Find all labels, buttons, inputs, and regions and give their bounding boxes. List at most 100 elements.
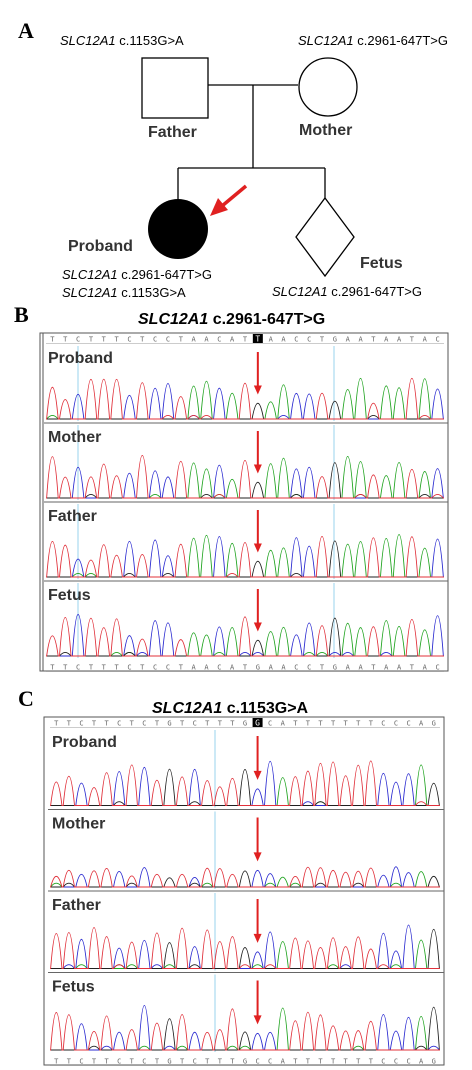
panel-c-base: A: [281, 1058, 286, 1066]
panel-c-base: T: [155, 1058, 160, 1066]
panel-b-base: A: [281, 336, 286, 344]
panel-a-letter: A: [18, 18, 34, 43]
panel-b-base: C: [153, 664, 157, 672]
panel-b-base: T: [410, 664, 415, 672]
panel-c-base: T: [67, 1058, 72, 1066]
panel-b-mutation-arrow-head: [253, 543, 262, 553]
panel-c-base: T: [344, 720, 349, 728]
panel-b-base: C: [166, 336, 170, 344]
panel-b-base: C: [217, 336, 221, 344]
panel-b-letter: B: [14, 302, 29, 327]
fetus-diamond: [295, 196, 355, 278]
panel-c-base: C: [394, 1058, 398, 1066]
panel-c-base: G: [432, 720, 436, 728]
panel-c-base: T: [180, 1058, 185, 1066]
panel-c-base: G: [167, 1058, 171, 1066]
panel-b-base: C: [307, 664, 311, 672]
panel-c-base: T: [218, 720, 223, 728]
proband-genotype-1: SLC12A1 c.2961-647T>G: [62, 267, 212, 282]
panel-c-base: T: [369, 720, 374, 728]
panel-b-base: C: [127, 664, 131, 672]
panel-c-base: A: [281, 720, 286, 728]
father-label: Father: [148, 124, 197, 141]
fetus-label: Fetus: [360, 255, 403, 272]
panel-b-base: A: [384, 664, 389, 672]
panel-c-base: G: [167, 720, 171, 728]
panel-b-base: A: [269, 336, 274, 344]
proband-arrow-shaft: [220, 184, 248, 208]
panel-b-highlight-box: [252, 334, 263, 343]
father-variant: c.1153G>A: [116, 33, 184, 48]
proband-label: Proband: [68, 238, 133, 255]
panel-c-trace-T: [50, 760, 440, 806]
father-gene: SLC12A1: [60, 33, 116, 48]
panel-b-base: A: [346, 336, 351, 344]
panel-b-track-father: Father: [44, 501, 448, 579]
panel-c-base: C: [406, 1058, 410, 1066]
fetus-variant: c.2961-647T>G: [328, 284, 422, 299]
panel-b-mutation-arrow-head: [253, 622, 262, 632]
panel-c-base: C: [79, 720, 83, 728]
panel-c-track-father: Father: [48, 890, 444, 971]
panel-b-base: T: [50, 336, 55, 344]
panel-b-base: G: [256, 664, 260, 672]
mother-variant: c.2961-647T>G: [354, 33, 448, 48]
panel-b-base: A: [230, 664, 235, 672]
panel-c-base: T: [344, 1058, 349, 1066]
panel-b-base: T: [63, 664, 68, 672]
panel-c-base: C: [406, 720, 410, 728]
panel-b-mutation-arrow-head: [253, 464, 262, 474]
panel-c-base: T: [356, 1058, 361, 1066]
panel-c-highlight-box: [252, 718, 263, 727]
panel-b-base: A: [192, 336, 197, 344]
panel-b-base: T: [63, 336, 68, 344]
mother-genotype: SLC12A1 c.2961-647T>G: [298, 33, 448, 48]
panel-c-base: T: [54, 720, 59, 728]
panel-b-base: A: [358, 664, 363, 672]
panel-b-base: A: [423, 336, 428, 344]
panel-c-base: T: [67, 720, 72, 728]
panel-b-base: A: [397, 664, 402, 672]
panel-c-base: T: [105, 1058, 110, 1066]
panel-b-base: C: [76, 664, 80, 672]
panel-c-base: T: [54, 1058, 59, 1066]
proband-gene-1: SLC12A1: [62, 267, 118, 282]
panel-c-base: C: [381, 1058, 385, 1066]
panel-c-base: C: [268, 1058, 272, 1066]
panel-c-mutation-arrow-head: [253, 770, 262, 780]
panel-b-base: C: [76, 336, 80, 344]
panel-b-base: T: [115, 336, 120, 344]
panel-c-base: C: [142, 720, 146, 728]
panel-b-base: C: [435, 336, 439, 344]
panel-c-base: T: [205, 1058, 210, 1066]
panel-b-base: T: [89, 664, 94, 672]
panel-b-trace-T: [46, 378, 444, 420]
panel-c-track-label: Fetus: [52, 979, 95, 996]
panel-b-base: C: [153, 336, 157, 344]
panel-c-base: T: [306, 1058, 311, 1066]
panel-c-track-label: Proband: [52, 734, 117, 751]
proband-variant-1: c.2961-647T>G: [118, 267, 212, 282]
panel-b-base: A: [192, 664, 197, 672]
panel-b-base: T: [371, 664, 376, 672]
panel-c-mutation-arrow-head: [253, 1015, 262, 1025]
panel-c-chromatograms: T T C T T C T C T G T C T T T G G C A T T T T T T T C C C A GT T C T T C T C T…: [43, 716, 445, 1066]
panel-c-base: T: [331, 720, 336, 728]
panel-c-base: T: [293, 1058, 298, 1066]
panel-c-base: C: [142, 1058, 146, 1066]
panel-b-base: G: [333, 336, 337, 344]
panel-c-base: T: [306, 720, 311, 728]
panel-c-base: A: [419, 720, 424, 728]
fetus-gene: SLC12A1: [272, 284, 328, 299]
panel-c-base: T: [130, 1058, 135, 1066]
panel-b-base: C: [294, 336, 298, 344]
panel-c-base: T: [369, 1058, 374, 1066]
panel-b-base: T: [320, 664, 325, 672]
panel-b-base: C: [294, 664, 298, 672]
father-square: [141, 57, 209, 119]
panel-c-base: C: [193, 720, 197, 728]
panel-b-base: T: [89, 336, 94, 344]
panel-c-base: C: [193, 1058, 197, 1066]
